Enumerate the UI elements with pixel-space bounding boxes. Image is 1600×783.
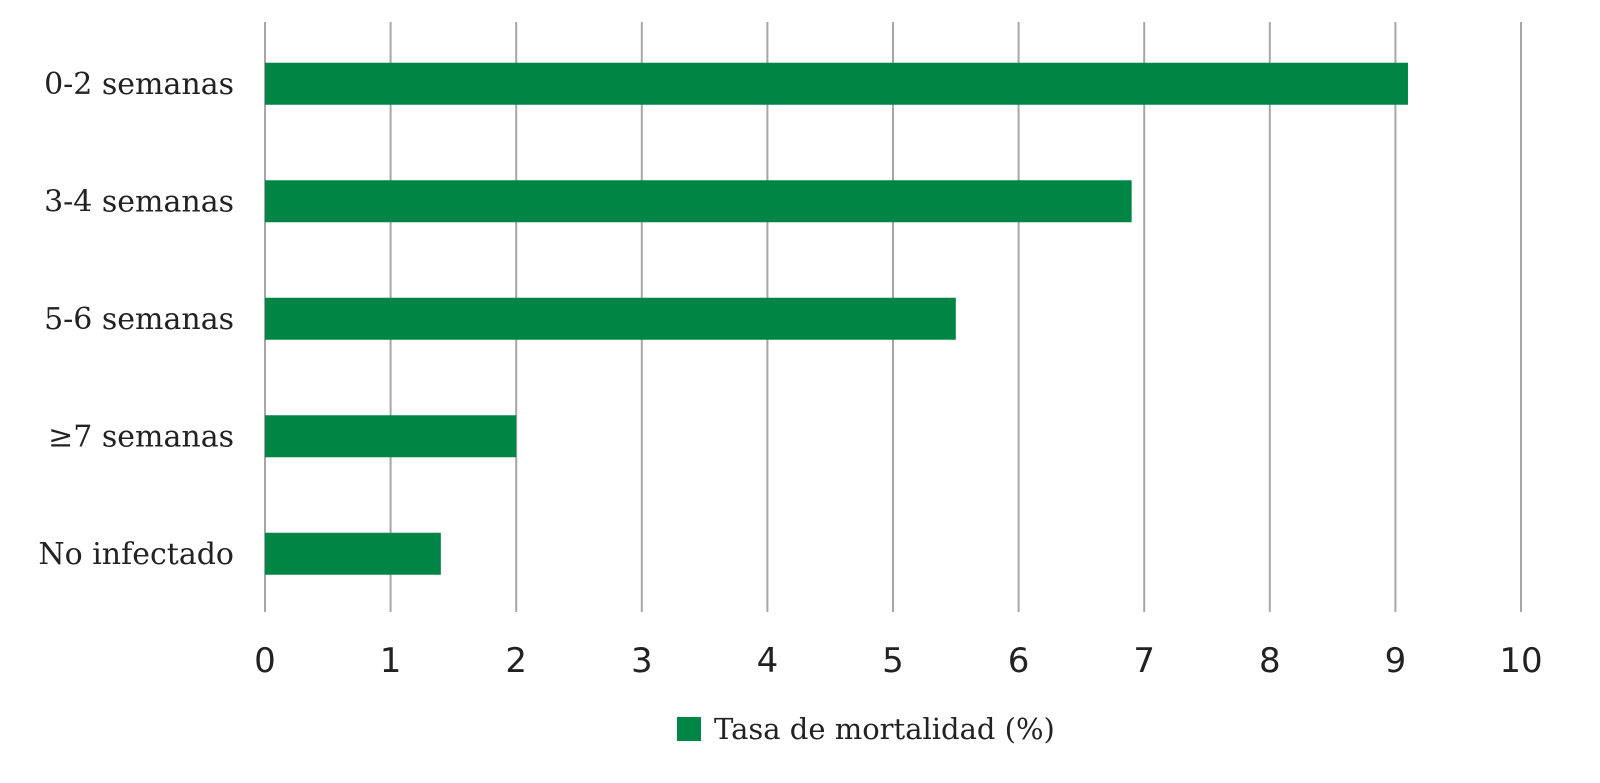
x-tick-label-9: 9 — [1385, 641, 1407, 681]
category-label-3: ≥7 semanas — [48, 419, 234, 454]
category-label-0: 0-2 semanas — [44, 67, 234, 102]
category-label-1: 3-4 semanas — [44, 184, 234, 219]
x-tick-label-7: 7 — [1133, 641, 1155, 681]
legend: Tasa de mortalidad (%) — [677, 712, 1055, 746]
category-label-2: 5-6 semanas — [44, 302, 234, 337]
x-tick-label-3: 3 — [631, 641, 653, 681]
x-tick-label-2: 2 — [505, 641, 527, 681]
category-labels: 0-2 semanas 3-4 semanas 5-6 semanas ≥7 sema… — [38, 67, 234, 572]
category-label-4: No infectado — [38, 537, 234, 572]
x-tick-label-6: 6 — [1008, 641, 1030, 681]
x-axis-tick-labels: 0 1 2 3 4 5 6 7 8 9 10 — [254, 641, 1542, 681]
bar-3 — [265, 415, 517, 458]
bar-1 — [265, 180, 1132, 223]
bar-4 — [265, 532, 441, 575]
x-tick-label-10: 10 — [1499, 641, 1542, 681]
bar-0 — [265, 62, 1408, 105]
x-tick-label-0: 0 — [254, 641, 276, 681]
x-tick-label-1: 1 — [380, 641, 402, 681]
x-tick-label-4: 4 — [757, 641, 779, 681]
legend-swatch — [677, 717, 701, 741]
x-tick-label-5: 5 — [882, 641, 904, 681]
x-tick-label-8: 8 — [1259, 641, 1281, 681]
legend-label: Tasa de mortalidad (%) — [714, 712, 1055, 746]
bar-series — [265, 62, 1408, 575]
bar-2 — [265, 297, 956, 340]
